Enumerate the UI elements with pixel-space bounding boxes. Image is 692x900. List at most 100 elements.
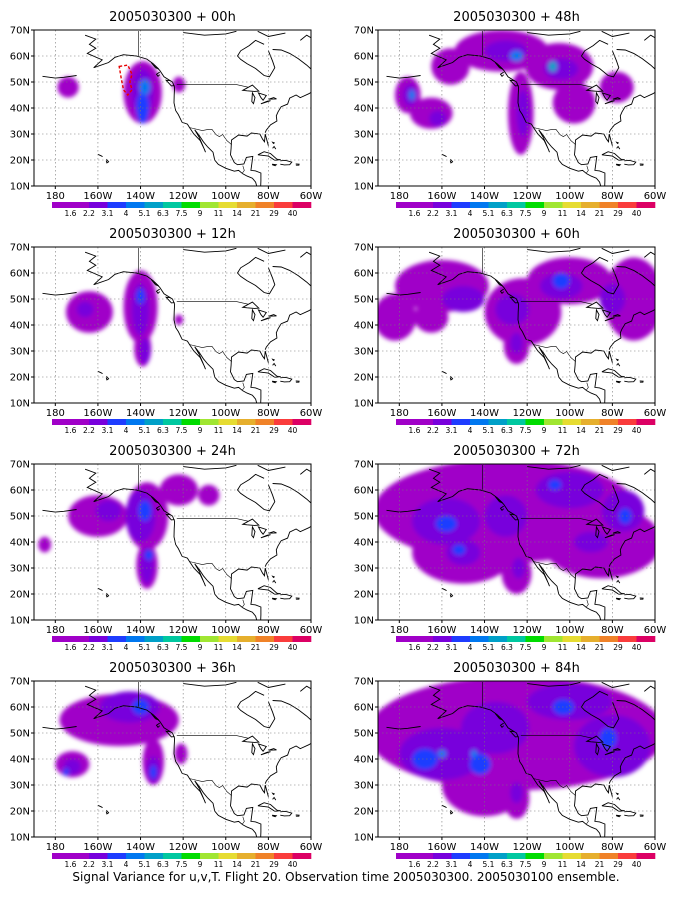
lon-tick-label: 160W (83, 842, 112, 853)
coastline (272, 49, 311, 70)
colorbar-label: 6.3 (157, 209, 169, 218)
island-outline (441, 153, 447, 157)
colorbar-label: 29 (269, 426, 279, 435)
colorbar-label: 4 (124, 860, 129, 869)
border-line (189, 344, 232, 362)
lon-tick-label: 180 (390, 625, 409, 636)
lon-tick-label: 140W (470, 625, 499, 636)
colorbar-swatch (274, 419, 293, 425)
lat-tick-label: 70N (354, 26, 374, 37)
colorbar-label: 11 (214, 643, 224, 652)
colorbar-label: 9 (198, 209, 203, 218)
colorbar-label: 7.5 (520, 643, 532, 652)
colorbar-swatch (618, 419, 637, 425)
lat-tick-label: 30N (10, 564, 30, 575)
coastline (644, 251, 655, 258)
island-outline (271, 163, 278, 167)
variance-contour (552, 82, 596, 124)
lat-tick-label: 40N (10, 755, 30, 766)
colorbar-label: 11 (558, 209, 568, 218)
coastline (428, 34, 602, 186)
colorbar-label: 6.3 (157, 643, 169, 652)
variance-contour (95, 500, 122, 522)
colorbar-swatch (70, 636, 90, 642)
colorbar-label: 4 (124, 426, 129, 435)
variance-contour (470, 749, 478, 758)
lake-outline (268, 748, 277, 751)
coastline (264, 92, 311, 133)
colorbar-swatch (414, 636, 434, 642)
colorbar-label: 1.6 (65, 643, 77, 652)
colorbar-label: 9 (198, 860, 203, 869)
panel-title: 2005030300 + 36h (109, 661, 236, 676)
colorbar-swatch (451, 636, 471, 642)
island-outline (97, 370, 103, 374)
lake-outline (604, 534, 615, 539)
colorbar-swatch (618, 202, 637, 208)
colorbar-label: 3.1 (446, 426, 458, 435)
colorbar-swatch (70, 853, 90, 859)
lat-tick-label: 60N (354, 52, 374, 63)
island-outline (280, 159, 293, 166)
colorbar: 1.6 2.2 3.1 4 5.1 6.3 7.5 9 11 14 21 29 40 (52, 202, 312, 218)
colorbar-label: 3.1 (102, 209, 114, 218)
island-outline (271, 814, 278, 818)
colorbar-label: 5.1 (483, 209, 495, 218)
coastline (272, 700, 311, 721)
lon-tick-label: 80W (601, 842, 624, 853)
island-outline (155, 722, 161, 728)
colorbar-label: 40 (632, 426, 642, 435)
island-outline (257, 151, 281, 161)
coastline (608, 526, 655, 567)
variance-contour (548, 61, 557, 72)
map-panel: 2005030300 + 36h 10N 20N 30N 40N 50N 60N 70N 180… (10, 661, 323, 869)
coastline (574, 566, 613, 620)
colorbar-label: 40 (632, 643, 642, 652)
variance-contour (198, 484, 220, 506)
lat-tick-label: 50N (354, 78, 374, 89)
lat-tick-label: 50N (354, 512, 374, 523)
lake-outline (241, 735, 260, 743)
lon-tick-label: 140W (126, 842, 155, 853)
colorbar-label: 9 (542, 860, 547, 869)
lat-tick-label: 10N (10, 399, 30, 410)
colorbar-label: 7.5 (520, 209, 532, 218)
coastline (84, 34, 258, 186)
colorbar-label: 7.5 (520, 426, 532, 435)
coastline (601, 681, 630, 688)
island-outline (295, 380, 300, 383)
map-panel: 2005030300 + 12h 10N 20N 30N 40N 50N 60N 70N 180… (10, 227, 323, 435)
lon-tick-label: 100W (555, 842, 584, 853)
coastline (428, 251, 602, 403)
map-panel: 2005030300 + 72h 10N 20N 30N 40N 50N 60N 70N 180… (354, 444, 667, 652)
colorbar-swatch (107, 853, 127, 859)
lake-outline (260, 534, 271, 539)
lat-tick-label: 50N (10, 295, 30, 306)
lon-tick-label: 60W (644, 842, 667, 853)
colorbar-swatch (292, 636, 312, 642)
lon-tick-label: 60W (300, 842, 323, 853)
lon-tick-label: 80W (601, 625, 624, 636)
lat-tick-label: 30N (10, 347, 30, 358)
island-outline (624, 810, 637, 817)
lake-outline (241, 518, 260, 526)
lon-tick-label: 160W (427, 191, 456, 202)
colorbar-label: 6.3 (501, 860, 513, 869)
colorbar-label: 21 (595, 643, 605, 652)
lake-outline (241, 84, 260, 92)
colorbar-label: 2.2 (427, 209, 439, 218)
coastline (616, 483, 655, 504)
coastline (236, 256, 276, 295)
colorbar-label: 14 (232, 860, 242, 869)
island-outline (508, 513, 519, 521)
colorbar-swatch (292, 202, 312, 208)
island-outline (272, 145, 277, 150)
variance-contour (138, 500, 152, 522)
colorbar-swatch (470, 853, 489, 859)
coastline (616, 700, 655, 721)
colorbar-swatch (488, 636, 508, 642)
lon-tick-label: 120W (169, 408, 198, 419)
coastline (608, 309, 655, 350)
panel-title: 2005030300 + 72h (453, 444, 580, 459)
colorbar-label: 21 (595, 209, 605, 218)
